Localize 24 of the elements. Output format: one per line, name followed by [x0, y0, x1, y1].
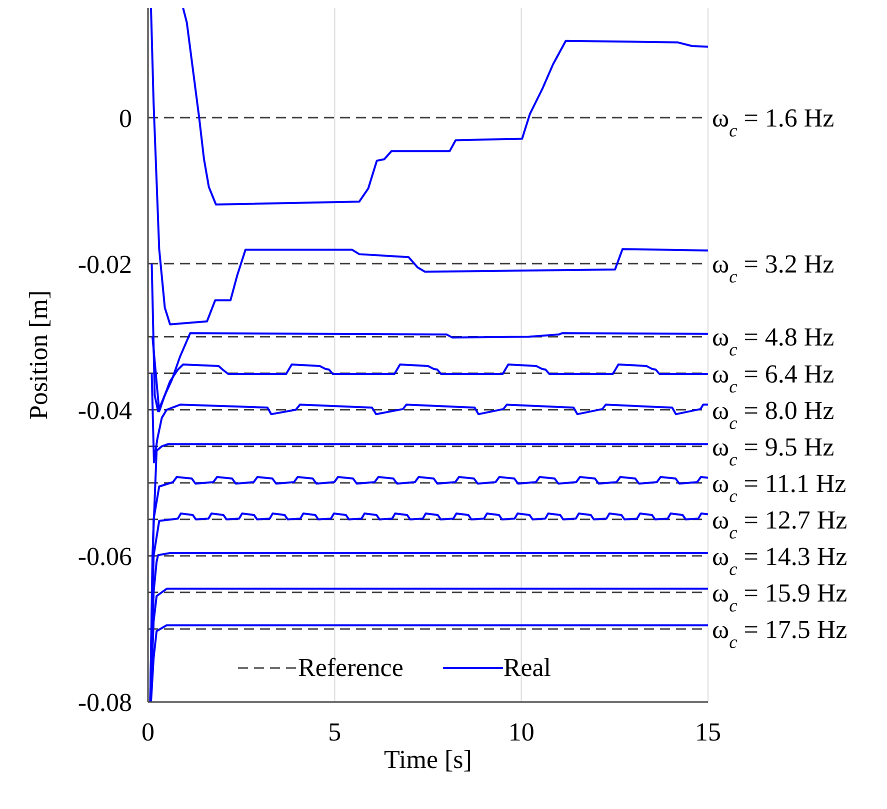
x-tick-label: 5 — [328, 717, 342, 746]
text: ω$_{c}$ = 6.4 Hz — [712, 359, 834, 396]
text: ω$_{c}$ = 14.3 Hz — [712, 542, 848, 579]
text: ω$_{c}$ = 17.5 Hz — [712, 614, 848, 652]
y-tick-label: -0.06 — [78, 542, 132, 572]
text: ω$_{c}$ = 11.1 Hz — [712, 468, 846, 506]
legend-label: Reference — [298, 653, 404, 683]
legend-label: Real — [503, 653, 552, 683]
x-tick-label: 15 — [695, 717, 721, 746]
x-tick-label: 10 — [508, 717, 534, 746]
x-axis-title: Time [s] — [384, 745, 472, 774]
text: ω$_{c}$ = 8.0 Hz — [712, 396, 834, 433]
y-tick-label: 0 — [119, 104, 132, 133]
text: ω$_{c}$ = 12.7 Hz — [712, 505, 848, 542]
x-tick-label: 0 — [142, 717, 154, 746]
text: ω$_{c}$ = 1.6 Hz — [712, 104, 834, 141]
y-tick-label: -0.08 — [78, 688, 132, 718]
text: ω$_{c}$ = 9.5 Hz — [712, 432, 834, 470]
y-tick-label: -0.02 — [78, 250, 132, 279]
y-axis-title: Position [m] — [24, 290, 54, 420]
text: ω$_{c}$ = 3.2 Hz — [712, 250, 834, 287]
text: ω$_{c}$ = 4.8 Hz — [712, 322, 834, 360]
y-tick-label: -0.04 — [78, 396, 132, 426]
text: ω$_{c}$ = 15.9 Hz — [712, 578, 848, 616]
